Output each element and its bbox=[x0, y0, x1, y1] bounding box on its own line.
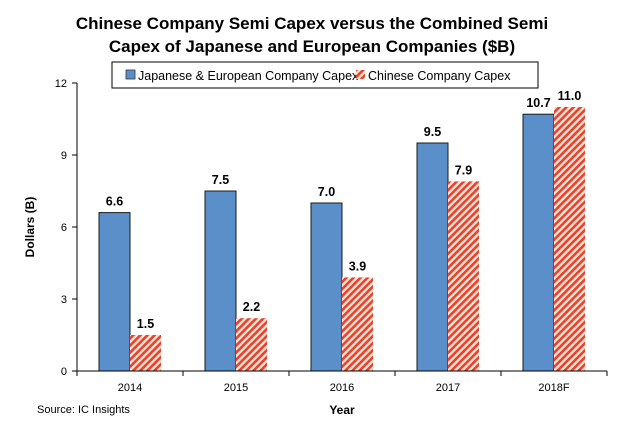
bar-japanese-european-2018F bbox=[522, 113, 555, 372]
y-tick-label-0: 0 bbox=[61, 366, 67, 378]
data-label-chinese-2014: 1.5 bbox=[137, 317, 154, 331]
bar-japanese-european-2014 bbox=[98, 212, 131, 372]
data-label-chinese-2018F: 11.0 bbox=[558, 89, 582, 103]
bar-chinese-2014 bbox=[130, 335, 161, 371]
y-tick-label-3: 3 bbox=[61, 294, 67, 306]
chart-title-line-2: Capex of Japanese and European Companies… bbox=[109, 37, 515, 56]
x-axis-label: Year bbox=[329, 403, 355, 417]
legend: Japanese & European Company Capex Chines… bbox=[111, 61, 539, 89]
bar-japanese-european-2015 bbox=[204, 190, 237, 372]
bar-japanese-european-2016 bbox=[310, 202, 343, 372]
bar-chinese-2016 bbox=[342, 277, 373, 371]
x-tick-label-2018F: 2018F bbox=[538, 382, 569, 394]
data-label-japanese-european-2015: 7.5 bbox=[212, 173, 229, 187]
data-label-chinese-2017: 7.9 bbox=[455, 163, 472, 177]
legend-label-japanese-european: Japanese & European Company Capex bbox=[138, 69, 359, 83]
bar-chinese-2015 bbox=[236, 318, 267, 371]
data-label-chinese-2015: 2.2 bbox=[243, 300, 260, 314]
x-tick-label-2016: 2016 bbox=[330, 382, 354, 394]
x-tick-label-2014: 2014 bbox=[118, 382, 142, 394]
chart-title-line-1: Chinese Company Semi Capex versus the Co… bbox=[76, 14, 548, 33]
y-tick-label-12: 12 bbox=[55, 78, 67, 90]
bar-chinese-2017 bbox=[448, 181, 479, 371]
legend-swatch-japanese-european bbox=[125, 69, 136, 80]
y-tick-label-6: 6 bbox=[61, 222, 67, 234]
data-label-japanese-european-2017: 9.5 bbox=[424, 125, 441, 139]
data-label-japanese-european-2016: 7.0 bbox=[318, 185, 335, 199]
data-label-japanese-european-2014: 6.6 bbox=[106, 195, 123, 209]
y-axis-label: Dollars (B) bbox=[23, 197, 37, 258]
bar-japanese-european-2017 bbox=[416, 142, 449, 372]
legend-label-chinese: Chinese Company Capex bbox=[368, 69, 511, 83]
legend-swatch-chinese bbox=[356, 70, 365, 79]
data-label-chinese-2016: 3.9 bbox=[349, 259, 366, 273]
bar-chinese-2018F bbox=[554, 107, 585, 371]
y-tick-label-9: 9 bbox=[61, 150, 67, 162]
x-tick-label-2017: 2017 bbox=[436, 382, 460, 394]
data-label-japanese-european-2018F: 10.7 bbox=[526, 96, 550, 110]
x-tick-label-2015: 2015 bbox=[224, 382, 248, 394]
source-note: Source: IC Insights bbox=[37, 404, 130, 416]
